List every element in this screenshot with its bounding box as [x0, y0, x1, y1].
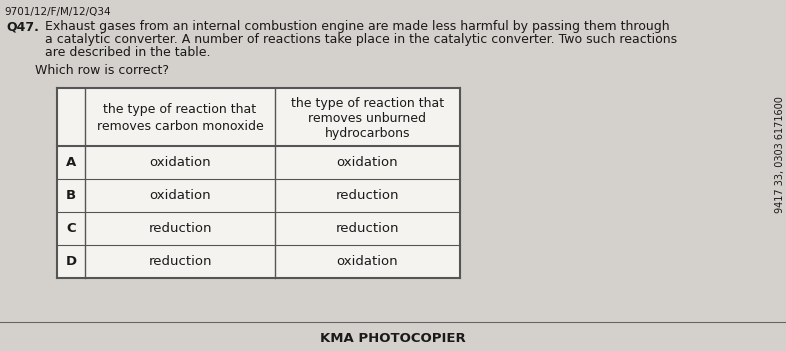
Text: oxidation: oxidation [149, 156, 211, 169]
Text: D: D [65, 255, 76, 268]
Text: KMA PHOTOCOPIER: KMA PHOTOCOPIER [320, 331, 466, 344]
Text: reduction: reduction [336, 189, 399, 202]
Text: Exhaust gases from an internal combustion engine are made less harmful by passin: Exhaust gases from an internal combustio… [45, 20, 670, 33]
Text: reduction: reduction [149, 222, 211, 235]
Text: Which row is correct?: Which row is correct? [35, 64, 169, 77]
Text: B: B [66, 189, 76, 202]
Text: oxidation: oxidation [336, 156, 399, 169]
Text: the type of reaction that: the type of reaction that [104, 104, 256, 117]
Text: the type of reaction that: the type of reaction that [291, 97, 444, 110]
Text: reduction: reduction [336, 222, 399, 235]
Text: oxidation: oxidation [336, 255, 399, 268]
Text: removes carbon monoxide: removes carbon monoxide [97, 119, 263, 132]
Text: C: C [66, 222, 75, 235]
Text: hydrocarbons: hydrocarbons [325, 126, 410, 139]
Text: Q47.: Q47. [6, 20, 39, 33]
Text: oxidation: oxidation [149, 189, 211, 202]
Text: reduction: reduction [149, 255, 211, 268]
Text: are described in the table.: are described in the table. [45, 46, 211, 59]
Text: 9701/12/F/M/12/Q34: 9701/12/F/M/12/Q34 [4, 7, 111, 17]
Bar [57, 88, 460, 278]
Text: A: A [66, 156, 76, 169]
Text: removes unburned: removes unburned [308, 112, 427, 125]
Text: 9417 33, 0303 6171600: 9417 33, 0303 6171600 [775, 97, 785, 213]
Text: a catalytic converter. A number of reactions take place in the catalytic convert: a catalytic converter. A number of react… [45, 33, 677, 46]
